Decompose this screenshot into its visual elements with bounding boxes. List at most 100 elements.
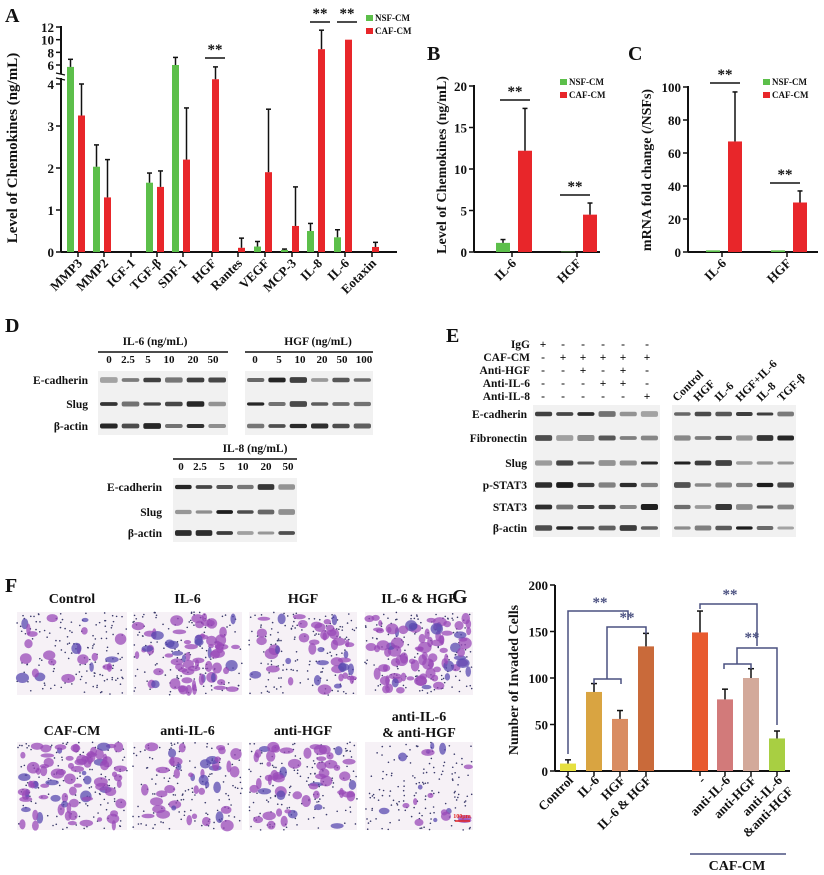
pore	[289, 785, 292, 788]
blot-band	[535, 525, 553, 531]
invaded-cell	[390, 658, 401, 667]
pore	[413, 794, 416, 797]
pore	[423, 826, 425, 829]
pore	[191, 787, 193, 790]
pore	[248, 809, 251, 812]
il6-dose-title: IL-6 (ng/mL)	[123, 336, 188, 348]
pore	[164, 674, 167, 676]
pore	[143, 613, 145, 616]
invaded-cell	[256, 636, 267, 646]
pore	[250, 770, 252, 773]
pore	[133, 644, 136, 646]
pore	[39, 657, 41, 660]
pore	[292, 743, 294, 746]
invaded-cell	[212, 662, 222, 674]
invaded-cell	[172, 629, 187, 635]
pore	[282, 692, 284, 694]
pore	[403, 636, 405, 638]
blot-band	[694, 436, 712, 440]
blot-band	[216, 484, 233, 490]
pore	[458, 776, 460, 779]
pore	[22, 804, 25, 807]
treatment-sign: +	[600, 352, 607, 364]
invaded-cell	[43, 650, 56, 661]
invaded-cell	[67, 820, 77, 826]
pore	[146, 766, 149, 769]
pore	[451, 617, 453, 620]
pore	[60, 686, 63, 689]
pore	[307, 678, 309, 680]
invaded-cell	[303, 747, 312, 759]
invaded-cell	[48, 658, 57, 666]
invaded-cell	[256, 628, 268, 638]
pore	[437, 791, 440, 794]
pore	[435, 613, 437, 616]
invaded-cell	[391, 678, 399, 688]
pore	[288, 794, 290, 796]
western-blot-e: IgG + - - - - -CAF-CM - + + + + +Anti-HGF - - + - + -Anti-…	[470, 339, 808, 537]
blot-band	[556, 504, 574, 510]
pore	[22, 614, 24, 617]
pore	[444, 615, 447, 618]
invaded-cell	[416, 646, 424, 652]
invaded-cell	[308, 783, 319, 790]
pore	[270, 660, 273, 662]
invaded-cell	[344, 642, 355, 648]
treatment-sign: -	[601, 391, 605, 403]
pore	[96, 684, 98, 687]
significance-stars: **	[593, 595, 608, 611]
blot-band	[278, 509, 295, 515]
pore	[457, 784, 459, 786]
pore	[115, 615, 118, 618]
pore	[167, 627, 170, 630]
pore	[424, 795, 427, 797]
pore	[430, 690, 432, 693]
invaded-cell	[287, 758, 302, 769]
pore	[379, 683, 382, 686]
invaded-cell	[230, 748, 242, 760]
y-tick-label: 1	[48, 203, 55, 218]
pore	[356, 798, 358, 800]
pore	[278, 639, 280, 642]
pore	[137, 805, 139, 808]
invaded-cell	[444, 673, 451, 681]
invaded-cell	[231, 644, 241, 650]
pore	[189, 619, 192, 622]
invaded-cell	[198, 774, 209, 786]
pore	[418, 690, 421, 692]
pore	[137, 815, 140, 818]
blot-band	[556, 435, 574, 441]
invaded-cell	[150, 797, 164, 806]
pore	[277, 638, 280, 640]
invaded-cell	[110, 810, 119, 817]
pore	[71, 631, 73, 634]
bar-caf-cm	[345, 39, 352, 253]
blot-band	[556, 412, 574, 416]
pore	[344, 649, 346, 651]
pore	[344, 809, 347, 812]
invaded-cell	[337, 790, 347, 795]
pore	[381, 754, 383, 756]
pore	[341, 626, 344, 628]
pore	[451, 613, 454, 615]
invaded-cell	[170, 615, 184, 626]
blot-band	[195, 530, 213, 536]
invaded-cell	[313, 675, 321, 686]
pore	[299, 682, 302, 684]
significance-stars: **	[745, 630, 760, 646]
blot-band	[598, 525, 616, 531]
pore	[37, 787, 40, 789]
pore	[342, 755, 345, 757]
pore	[308, 663, 311, 666]
pore	[421, 689, 424, 692]
dose-label: 50	[208, 354, 220, 366]
blot-band	[640, 411, 658, 417]
pore	[180, 675, 182, 677]
pore	[259, 829, 262, 831]
invaded-cell	[113, 741, 124, 753]
pore	[368, 792, 371, 795]
y-tick-label: 5	[461, 204, 468, 219]
pore	[248, 768, 250, 771]
pore	[282, 669, 284, 671]
blot-band	[278, 484, 295, 490]
